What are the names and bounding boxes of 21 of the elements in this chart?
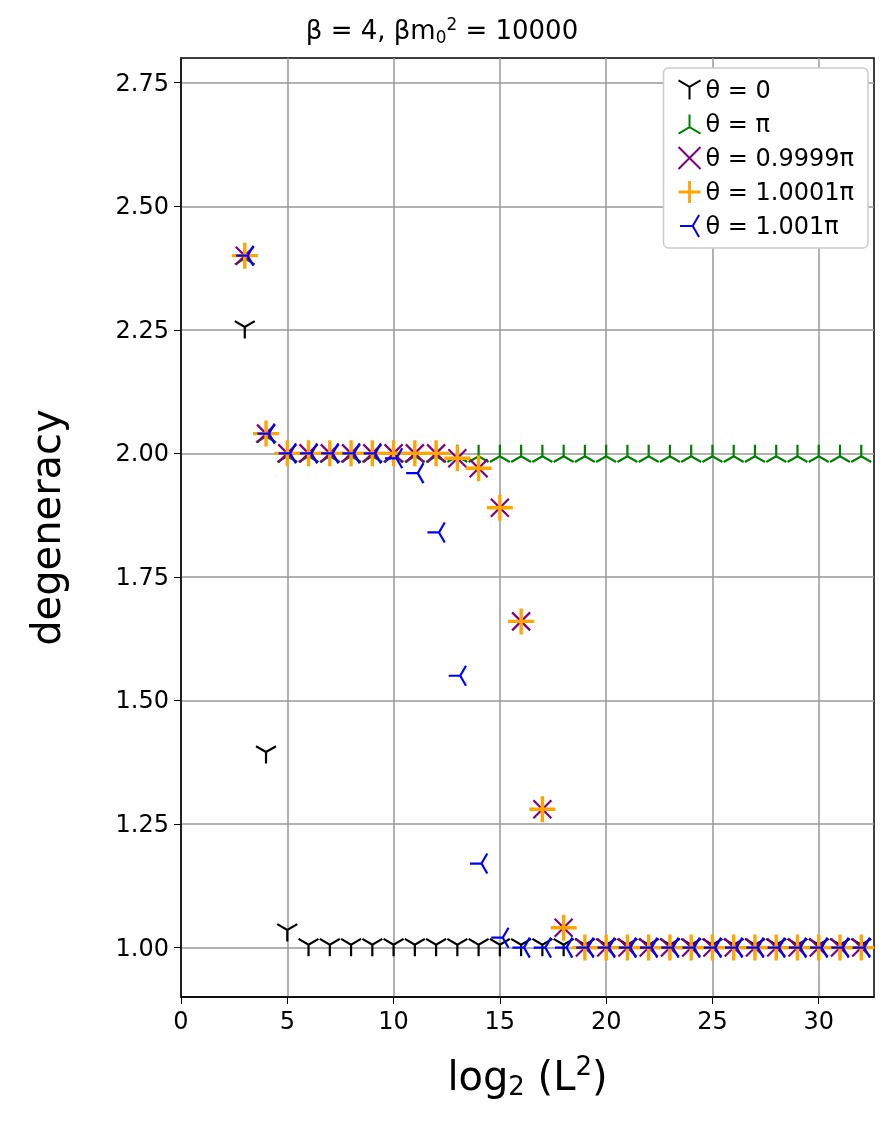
- legend-label: θ = 1.0001π: [705, 178, 855, 206]
- y-tick-label: 1.25: [115, 810, 169, 839]
- x-tick-label: 20: [590, 1007, 622, 1035]
- x-tick-label: 0: [173, 1007, 189, 1035]
- x-tick-label: 25: [697, 1007, 728, 1035]
- legend-label: θ = 1.001π: [705, 212, 839, 240]
- x-tick-label: 15: [484, 1007, 516, 1035]
- y-tick-label: 2.00: [115, 439, 169, 468]
- x-tick-label: 5: [279, 1007, 295, 1035]
- x-tick-label: 30: [803, 1007, 834, 1035]
- y-axis-title: degeneracy: [23, 409, 69, 646]
- y-tick-label: 1.00: [115, 933, 169, 962]
- y-tick-label: 2.50: [115, 192, 169, 221]
- legend-label: θ = 0: [705, 76, 771, 104]
- legend-label: θ = π: [705, 110, 771, 138]
- y-tick-label: 2.25: [115, 315, 169, 344]
- y-tick-label: 2.75: [115, 68, 169, 97]
- y-tick-label: 1.75: [115, 562, 169, 591]
- x-tick-label: 10: [378, 1007, 409, 1035]
- y-tick-label: 1.50: [115, 686, 169, 715]
- legend-label: θ = 0.9999π: [705, 144, 855, 172]
